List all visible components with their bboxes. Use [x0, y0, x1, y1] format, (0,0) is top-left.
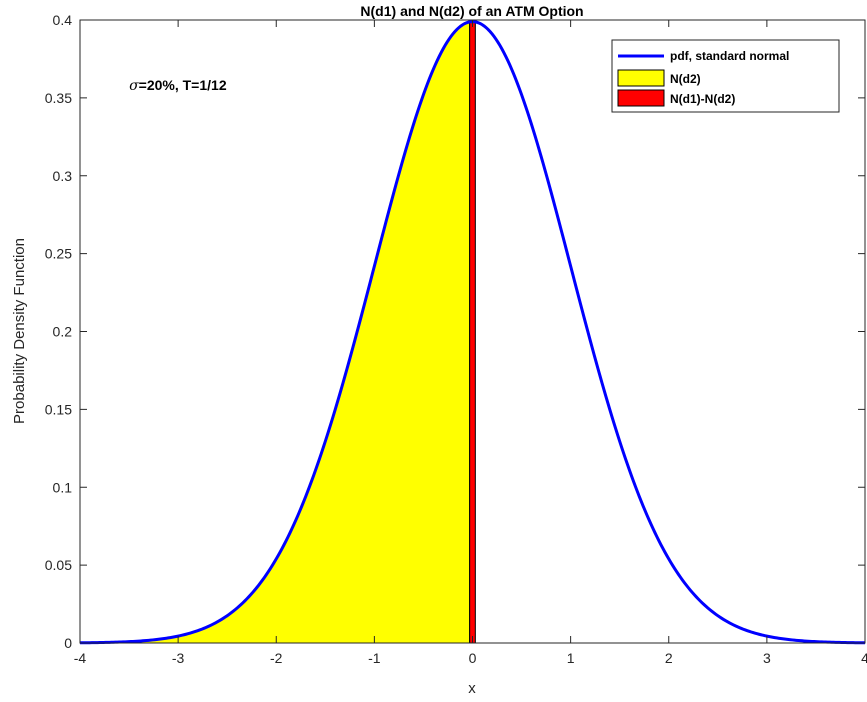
x-tick-label: 1: [567, 650, 575, 666]
legend: pdf, standard normal N(d2) N(d1)-N(d2): [611, 39, 840, 113]
x-tick-label: 2: [665, 650, 673, 666]
y-tick-label: 0.4: [53, 12, 73, 28]
y-tick-label: 0.25: [45, 246, 72, 262]
chart-title: N(d1) and N(d2) of an ATM Option: [360, 3, 583, 19]
legend-label-pdf: pdf, standard normal: [670, 49, 789, 63]
x-axis: -4 -3 -2 -1 0 1 2 3 4: [74, 20, 867, 666]
x-tick-label: -1: [368, 650, 381, 666]
x-tick-label: 3: [763, 650, 771, 666]
legend-swatch-nd2: [617, 69, 665, 87]
x-tick-label: 0: [469, 650, 477, 666]
legend-label-nd2: N(d2): [670, 72, 701, 86]
y-tick-label: 0.2: [53, 324, 73, 340]
x-tick-label: 4: [861, 650, 867, 666]
x-tick-label: -2: [270, 650, 283, 666]
legend-swatch-nd1-nd2: [617, 89, 665, 107]
plot-area: [79, 19, 866, 645]
legend-label-nd1-nd2: N(d1)-N(d2): [670, 92, 735, 106]
y-tick-label: 0.35: [45, 90, 72, 106]
y-axis: 0 0.05 0.1 0.15 0.2 0.25 0.3 0.35 0.4: [45, 12, 865, 651]
parameter-annotation: σ=20%, T=1/12: [129, 77, 227, 94]
sigma-symbol: σ: [129, 78, 139, 94]
y-tick-label: 0.3: [53, 168, 73, 184]
parameter-text: =20%, T=1/12: [139, 77, 227, 93]
y-tick-label: 0: [64, 635, 72, 651]
area-nd1-nd2: [469, 21, 476, 644]
x-axis-label: x: [468, 680, 476, 697]
x-tick-label: -3: [172, 650, 185, 666]
y-tick-label: 0.1: [53, 479, 73, 495]
y-axis-label: Probability Density Function: [11, 238, 28, 424]
y-tick-label: 0.05: [45, 557, 72, 573]
x-tick-label: -4: [74, 650, 87, 666]
y-tick-label: 0.15: [45, 401, 72, 417]
